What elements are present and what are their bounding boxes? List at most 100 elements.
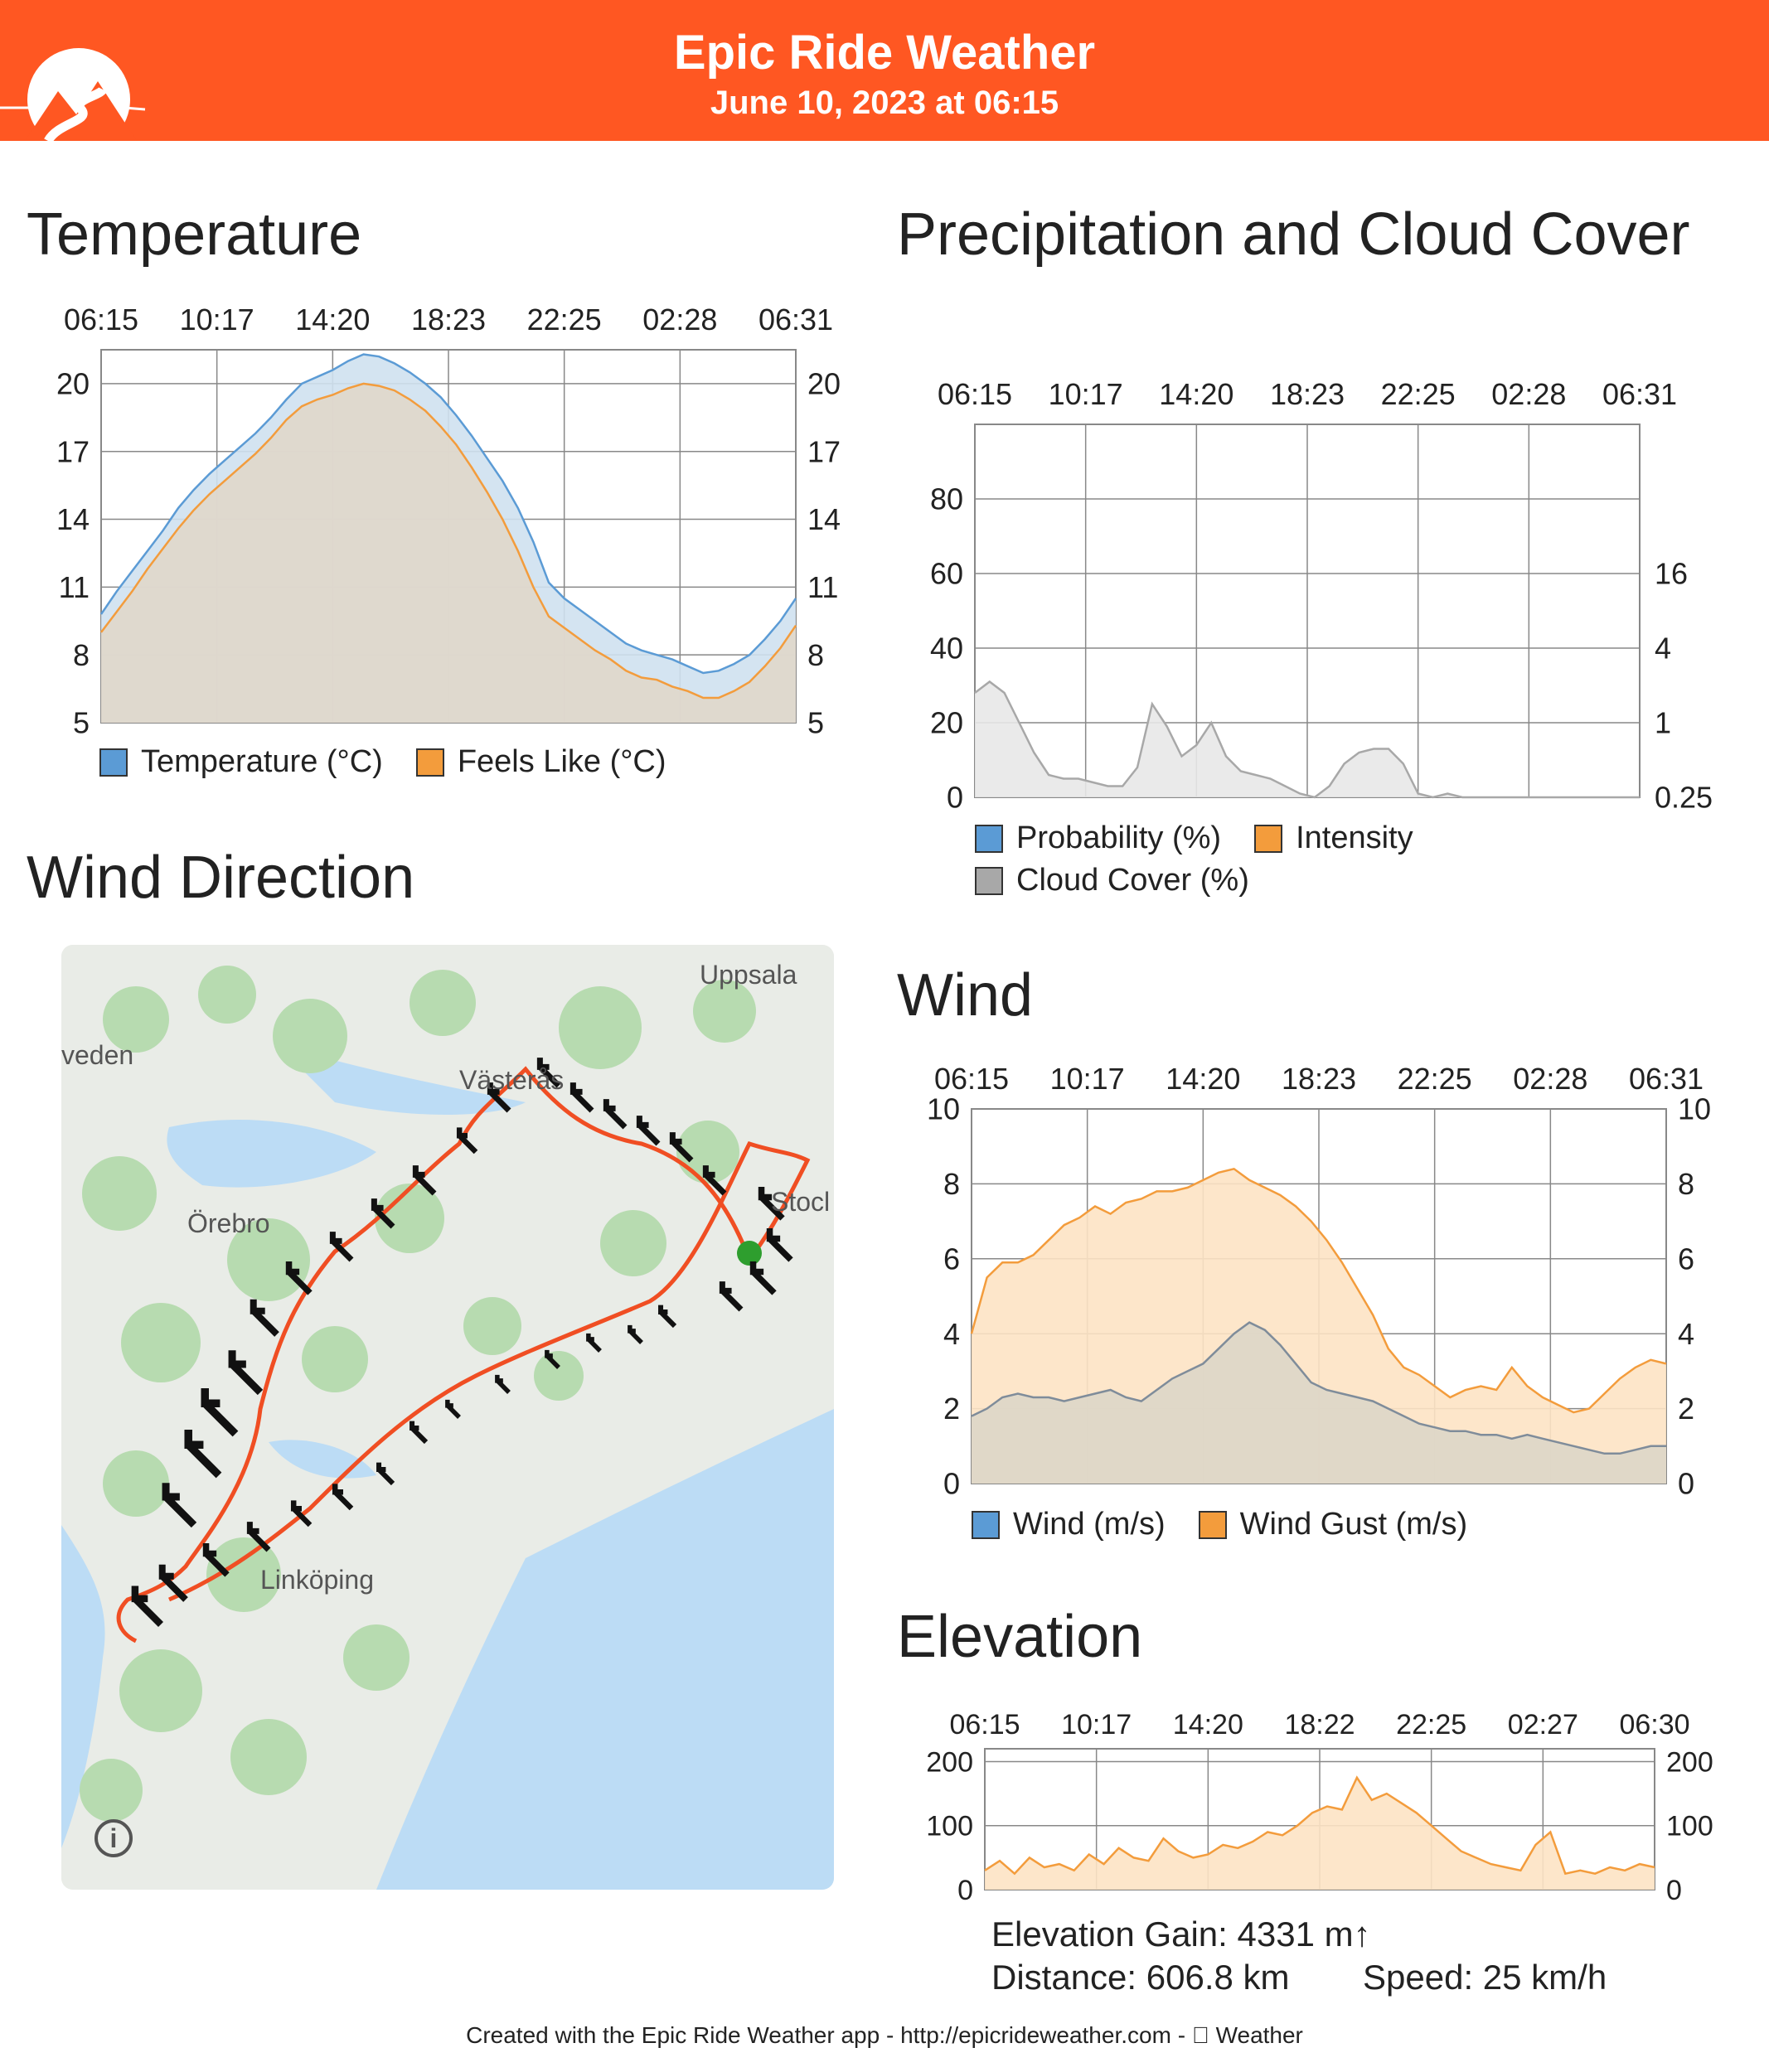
wind-arrow <box>329 1232 354 1262</box>
x-tick-label: 22:25 <box>1398 1062 1472 1096</box>
x-tick-label: 06:31 <box>1602 377 1677 411</box>
distance: Distance: 606.8 km <box>991 1958 1290 1997</box>
series-area <box>101 383 796 723</box>
y-tick-label: 0 <box>947 781 963 812</box>
ride-date: June 10, 2023 at 06:15 <box>710 85 1059 121</box>
y-tick-label: 4 <box>943 1317 960 1351</box>
x-tick-label: 22:25 <box>1381 377 1456 411</box>
place-orebro: Örebro <box>187 1208 270 1238</box>
legend-swatch <box>975 866 1003 895</box>
wind-arrow <box>410 1421 429 1445</box>
series-line <box>984 1775 1655 1876</box>
x-tick-label: 06:15 <box>949 1709 1020 1740</box>
wind-arrow <box>658 1305 677 1329</box>
y-tick-label: 2 <box>943 1392 960 1426</box>
x-tick-label: 10:17 <box>1050 1062 1125 1096</box>
y-tick-label: 20 <box>56 367 90 401</box>
series-area <box>975 681 1640 797</box>
legend-label: Probability (%) <box>1016 821 1222 855</box>
wind-arrow <box>290 1500 313 1527</box>
temperature-title: Temperature <box>27 201 362 268</box>
wind-arrow <box>228 1350 264 1396</box>
y-tick-label: 0 <box>957 1875 973 1906</box>
y-tick-label-right: 8 <box>807 638 824 672</box>
series-line <box>974 680 1640 799</box>
x-tick-label: 02:28 <box>1513 1062 1587 1096</box>
y-tick-label-right: 4 <box>1678 1317 1694 1351</box>
legend-swatch <box>1198 1510 1227 1539</box>
x-tick-label: 06:15 <box>64 303 138 336</box>
wind-legend: Wind (m/s) Wind Gust (m/s) <box>972 1507 1467 1542</box>
wind-arrow <box>412 1165 437 1196</box>
app-title: Epic Ride Weather <box>673 26 1096 80</box>
wind-direction-map[interactable]: Uppsala veden Västerås Örebro Stocl Link… <box>61 945 834 1890</box>
series-area <box>985 1777 1655 1890</box>
place-vasteras: Västerås <box>459 1065 565 1095</box>
x-tick-label: 06:15 <box>934 1062 1009 1096</box>
y-tick-label-right: 100 <box>1666 1811 1713 1842</box>
wind-arrow <box>545 1349 560 1369</box>
x-tick-label: 02:27 <box>1508 1709 1578 1740</box>
y-tick-label: 20 <box>930 706 963 740</box>
wind-arrow <box>719 1281 744 1312</box>
y-tick-label: 200 <box>926 1746 973 1778</box>
wind-chart: 06:15 10:17 14:20 18:23 22:25 02:28 06:31 0 0 2 2 4… <box>927 1062 1711 1501</box>
y-tick-label-right: 0 <box>1678 1467 1694 1501</box>
x-tick-label: 14:20 <box>1159 377 1233 411</box>
legend-label: Temperature (°C) <box>141 744 383 779</box>
x-tick-label: 02:28 <box>642 303 717 336</box>
wind-arrow <box>702 1165 727 1196</box>
wind-arrow <box>669 1132 694 1163</box>
x-tick-label: 06:31 <box>1629 1062 1704 1096</box>
wind-arrow <box>285 1261 313 1295</box>
y-tick-label-right: 10 <box>1678 1092 1711 1126</box>
x-tick-label: 06:30 <box>1619 1709 1689 1740</box>
y-tick-label-right: 200 <box>1666 1746 1713 1778</box>
elevation-gain: Elevation Gain: 4331 m↑ <box>991 1915 1371 1953</box>
temperature-legend: Temperature (°C) Feels Like (°C) <box>99 744 666 780</box>
series-line <box>100 382 797 700</box>
wind-arrow <box>586 1333 602 1353</box>
wind-title: Wind <box>897 962 1034 1029</box>
y-tick-label-right: 5 <box>807 706 824 738</box>
wind-arrow <box>749 1261 777 1295</box>
legend-item-wind-gust: Wind Gust (m/s) <box>1198 1507 1467 1542</box>
x-tick-label: 14:20 <box>1173 1709 1243 1740</box>
speed: Speed: 25 km/h <box>1363 1958 1607 1997</box>
y-tick-label: 11 <box>59 570 90 604</box>
wind-arrow <box>250 1299 279 1337</box>
legend-item-temperature: Temperature (°C) <box>99 744 383 780</box>
y-tick-label-right: 1 <box>1655 706 1671 740</box>
info-icon[interactable]: i <box>95 1819 133 1857</box>
legend-swatch <box>415 748 444 777</box>
footer-credit: Created with the Epic Ride Weather app -… <box>466 2022 1303 2048</box>
mountain-logo-icon <box>0 48 146 141</box>
x-tick-label: 18:23 <box>411 303 486 336</box>
y-tick-label: 60 <box>930 557 963 591</box>
y-tick-label: 8 <box>943 1167 960 1201</box>
legend-item-wind: Wind (m/s) <box>972 1507 1166 1542</box>
y-tick-label: 80 <box>930 482 963 516</box>
elevation-chart: 06:15 10:17 14:20 18:22 22:25 02:27 06:30 0 0 100… <box>926 1709 1713 1906</box>
map-canvas <box>61 945 834 1890</box>
place-linkoping: Linköping <box>260 1565 374 1595</box>
y-tick-label: 5 <box>73 706 90 738</box>
legend-swatch <box>972 1510 1000 1539</box>
wind-arrow <box>456 1127 478 1155</box>
y-tick-label-right: 8 <box>1678 1167 1694 1201</box>
wind-arrow <box>332 1484 354 1511</box>
x-tick-label: 14:20 <box>295 303 370 336</box>
wind-arrow <box>536 1058 561 1088</box>
wind-arrow <box>603 1099 628 1130</box>
y-tick-label: 14 <box>56 502 90 536</box>
y-tick-label: 17 <box>56 434 90 468</box>
legend-item-cloud-cover: Cloud Cover (%) <box>975 863 1249 898</box>
legend-swatch <box>99 748 128 777</box>
wind-arrow <box>766 1227 793 1262</box>
temperature-chart: 06:15 10:17 14:20 18:23 22:25 02:28 06:31 5 5 8 8 1… <box>56 303 841 738</box>
app-header: Epic Ride Weather June 10, 2023 at 06:15 <box>0 0 1769 141</box>
x-tick-label: 14:20 <box>1166 1062 1240 1096</box>
wind-arrow <box>202 1542 230 1577</box>
x-tick-label: 10:17 <box>1061 1709 1132 1740</box>
y-tick-label-right: 14 <box>807 502 841 536</box>
